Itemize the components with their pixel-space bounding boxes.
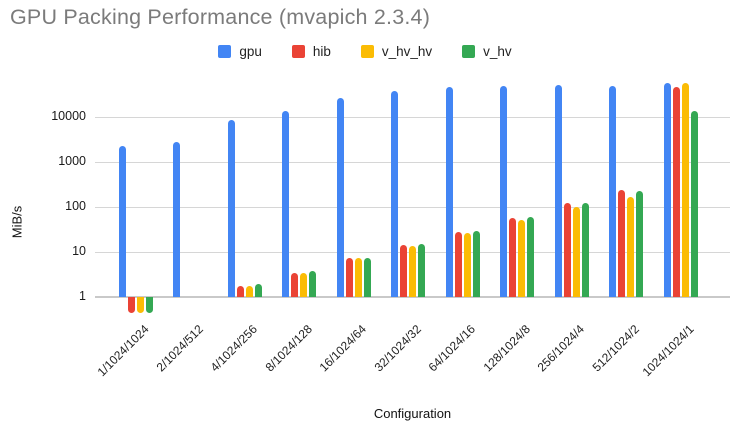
x-tick-label-16/1024/64: 16/1024/64 xyxy=(317,322,370,375)
legend-label: v_hv xyxy=(483,44,512,59)
y-tick-label-10000: 10000 xyxy=(51,109,86,123)
x-tick-label-2/1024/512: 2/1024/512 xyxy=(153,322,206,375)
bar-gpu-8/1024/128 xyxy=(282,111,289,297)
bar-hib-16/1024/64 xyxy=(345,258,353,297)
bar-v_hv-16/1024/64 xyxy=(363,258,371,297)
bar-v_hv-1/1024/1024 xyxy=(145,297,153,313)
bar-gpu-1024/1024/1 xyxy=(663,83,671,297)
bar-v_hv_hv-8/1024/128 xyxy=(300,273,307,297)
bar-hib-1024/1024/1 xyxy=(672,87,680,297)
x-tick-label-1024/1024/1: 1024/1024/1 xyxy=(639,322,697,380)
legend: gpu hib v_hv_hv v_hv xyxy=(0,44,730,59)
x-tick-label-128/1024/8: 128/1024/8 xyxy=(480,322,533,375)
x-tick-label-8/1024/128: 8/1024/128 xyxy=(262,322,315,375)
legend-swatch-v_hv_hv xyxy=(360,45,374,58)
legend-label: hib xyxy=(312,44,331,59)
legend-swatch-hib xyxy=(291,45,305,58)
x-tick-label-1/1024/1024: 1/1024/1024 xyxy=(94,322,152,380)
x-tick-label-512/1024/2: 512/1024/2 xyxy=(589,322,642,375)
bar-gpu-512/1024/2 xyxy=(609,86,616,297)
y-tick-label-1: 1 xyxy=(79,289,86,303)
chart-title: GPU Packing Performance (mvapich 2.3.4) xyxy=(10,5,431,29)
bar-v_hv-64/1024/16 xyxy=(472,231,480,297)
y-tick-label-10: 10 xyxy=(72,244,86,258)
legend-item-v_hv_hv[interactable]: v_hv_hv xyxy=(360,44,433,59)
bar-gpu-16/1024/64 xyxy=(336,98,344,297)
legend-item-hib[interactable]: hib xyxy=(291,44,331,59)
bar-v_hv_hv-512/1024/2 xyxy=(627,197,634,297)
bar-hib-1/1024/1024 xyxy=(127,297,135,313)
gridline-1000 xyxy=(95,162,730,163)
bar-hib-8/1024/128 xyxy=(291,273,298,297)
bar-hib-32/1024/32 xyxy=(400,245,407,297)
x-tick-label-32/1024/32: 32/1024/32 xyxy=(371,322,424,375)
legend-swatch-v_hv xyxy=(462,45,476,58)
bar-gpu-2/1024/512 xyxy=(173,142,180,297)
bar-v_hv_hv-16/1024/64 xyxy=(354,258,362,297)
bar-v_hv-256/1024/4 xyxy=(581,203,589,297)
bar-hib-256/1024/4 xyxy=(563,203,571,297)
bar-gpu-32/1024/32 xyxy=(391,91,398,297)
bar-v_hv-512/1024/2 xyxy=(636,191,643,297)
y-axis-title: MiB/s xyxy=(9,205,25,239)
gridline-10000 xyxy=(95,117,730,118)
legend-item-gpu[interactable]: gpu xyxy=(218,44,262,59)
bar-gpu-256/1024/4 xyxy=(554,85,562,297)
bar-gpu-64/1024/16 xyxy=(445,87,453,297)
bar-gpu-128/1024/8 xyxy=(500,86,507,297)
bar-v_hv-1024/1024/1 xyxy=(690,111,698,297)
legend-label: gpu xyxy=(239,44,262,59)
bar-v_hv-128/1024/8 xyxy=(527,217,534,297)
legend-item-v_hv[interactable]: v_hv xyxy=(462,44,512,59)
x-tick-label-256/1024/4: 256/1024/4 xyxy=(535,322,588,375)
bar-hib-4/1024/256 xyxy=(236,286,244,297)
legend-label: v_hv_hv xyxy=(381,44,433,59)
bar-v_hv_hv-128/1024/8 xyxy=(518,220,525,297)
gridline-100 xyxy=(95,207,730,208)
y-tick-label-1000: 1000 xyxy=(58,154,86,168)
bar-v_hv-8/1024/128 xyxy=(309,271,316,297)
y-tick-label-100: 100 xyxy=(65,199,86,213)
x-tick-label-4/1024/256: 4/1024/256 xyxy=(208,322,261,375)
bar-hib-512/1024/2 xyxy=(618,190,625,297)
bar-v_hv_hv-64/1024/16 xyxy=(463,233,471,297)
bar-v_hv_hv-1024/1024/1 xyxy=(681,83,689,297)
bar-gpu-1/1024/1024 xyxy=(118,146,126,297)
bar-v_hv_hv-4/1024/256 xyxy=(245,286,253,297)
bar-gpu-4/1024/256 xyxy=(227,120,235,297)
bar-v_hv_hv-32/1024/32 xyxy=(409,246,416,297)
bar-hib-64/1024/16 xyxy=(454,232,462,297)
x-axis-title: Configuration xyxy=(373,406,452,421)
bar-v_hv_hv-256/1024/4 xyxy=(572,207,580,297)
x-tick-label-64/1024/16: 64/1024/16 xyxy=(426,322,479,375)
bar-v_hv-4/1024/256 xyxy=(254,284,262,297)
bar-hib-128/1024/8 xyxy=(509,218,516,297)
bar-v_hv_hv-1/1024/1024 xyxy=(136,297,144,313)
axis-baseline xyxy=(95,296,730,298)
legend-swatch-gpu xyxy=(218,45,232,58)
bar-v_hv-32/1024/32 xyxy=(418,244,425,297)
